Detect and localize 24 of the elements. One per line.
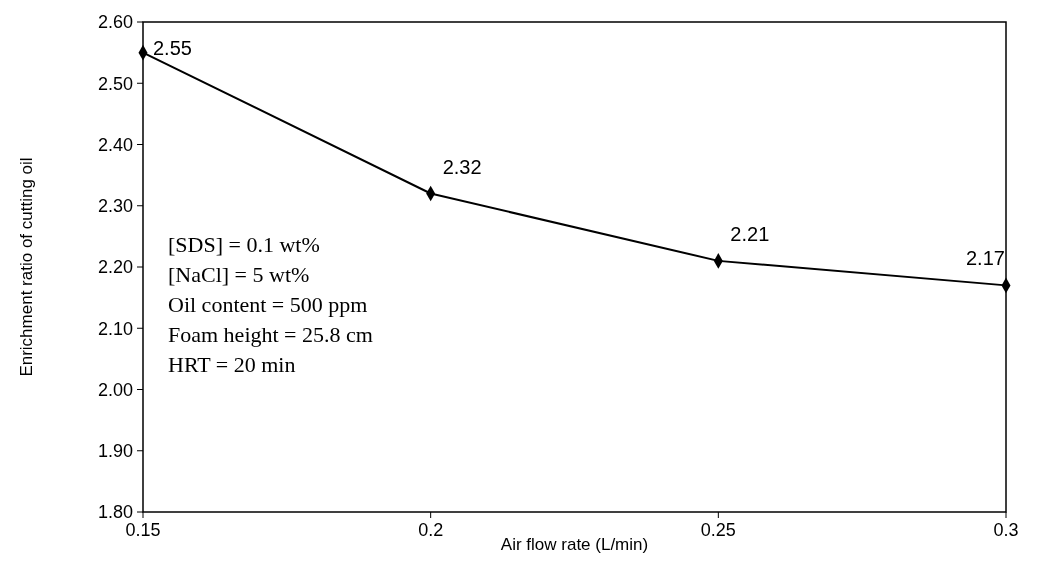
annotation: [NaCl] = 5 wt%: [168, 262, 310, 287]
y-tick-label: 2.60: [97, 12, 133, 33]
y-tick-label: 2.10: [97, 318, 133, 339]
y-tick-label: 1.90: [97, 441, 133, 462]
y-tick-label: 2.50: [97, 73, 133, 94]
y-tick-label: 2.20: [97, 257, 133, 278]
annotation: [SDS] = 0.1 wt%: [168, 232, 320, 257]
x-tick-label: 0.25: [700, 520, 736, 540]
x-tick-label: 0.2: [418, 520, 444, 540]
y-axis-title: Enrichment ratio of cutting oil: [17, 157, 36, 377]
data-label: 2.17: [966, 247, 1005, 270]
x-tick-label: 0.15: [125, 520, 161, 540]
annotation: HRT = 20 min: [168, 352, 296, 377]
y-tick-label: 2.40: [97, 134, 133, 155]
y-tick-label: 2.00: [97, 379, 133, 400]
annotation: Foam height = 25.8 cm: [168, 322, 373, 347]
y-tick-label: 1.80: [97, 502, 133, 523]
x-axis-title: Air flow rate (L/min): [500, 535, 649, 554]
annotation: Oil content = 500 ppm: [168, 292, 368, 317]
y-tick-label: 2.30: [97, 196, 133, 217]
data-label: 2.55: [153, 36, 192, 59]
data-label: 2.32: [442, 155, 482, 178]
x-tick-label: 0.3: [993, 520, 1019, 540]
data-label: 2.21: [730, 222, 770, 245]
